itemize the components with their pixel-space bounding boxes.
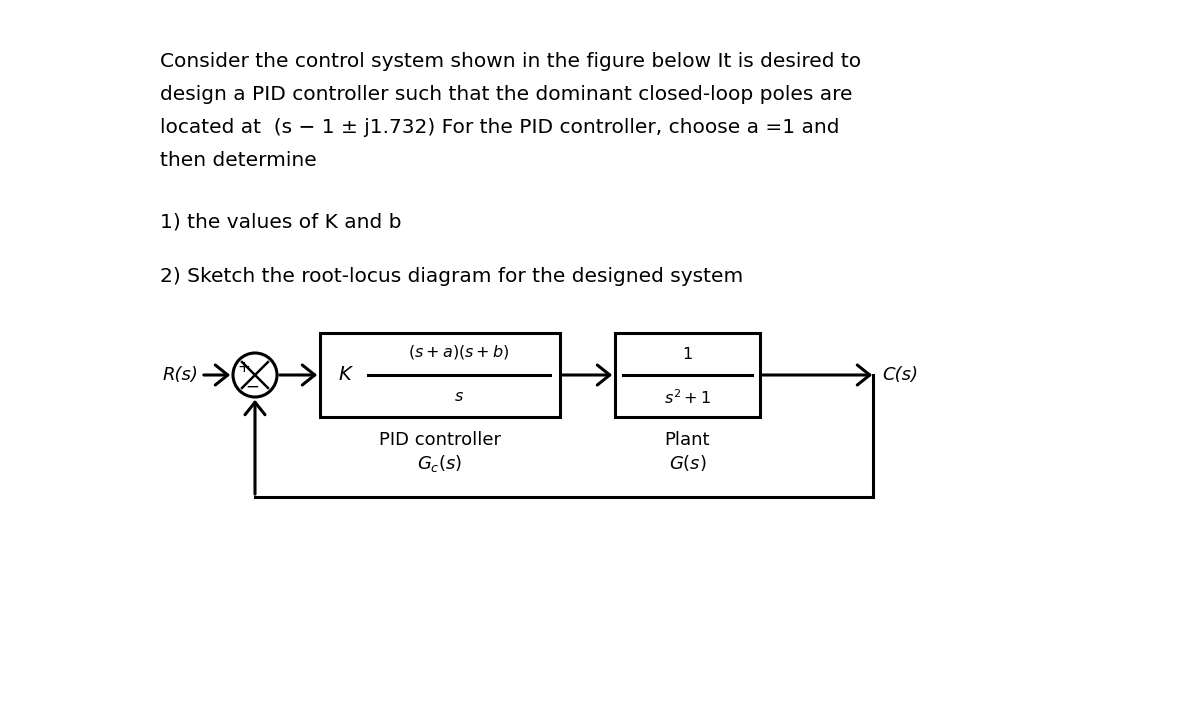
Text: located at  (s − 1 ± j1.732) For the PID controller, choose a =1 and: located at (s − 1 ± j1.732) For the PID … xyxy=(160,118,840,137)
Text: Plant: Plant xyxy=(665,431,710,449)
Text: $K$: $K$ xyxy=(338,366,354,385)
Bar xyxy=(616,333,760,417)
Text: then determine: then determine xyxy=(160,151,317,170)
Text: R(s): R(s) xyxy=(163,366,199,384)
Text: $(s+a)(s+b)$: $(s+a)(s+b)$ xyxy=(408,343,510,361)
Bar xyxy=(320,333,560,417)
Text: $G_c(s)$: $G_c(s)$ xyxy=(418,453,463,474)
Text: 1) the values of K and b: 1) the values of K and b xyxy=(160,212,402,231)
Text: design a PID controller such that the dominant closed-loop poles are: design a PID controller such that the do… xyxy=(160,85,852,104)
Text: Consider the control system shown in the figure below It is desired to: Consider the control system shown in the… xyxy=(160,52,862,71)
Text: $s^2+1$: $s^2+1$ xyxy=(664,388,712,407)
Text: PID controller: PID controller xyxy=(379,431,502,449)
Text: $1$: $1$ xyxy=(682,346,692,362)
Text: 2) Sketch the root-locus diagram for the designed system: 2) Sketch the root-locus diagram for the… xyxy=(160,267,743,286)
Text: −: − xyxy=(245,378,259,396)
Text: +: + xyxy=(238,361,251,375)
Text: $G(s)$: $G(s)$ xyxy=(668,453,707,473)
Text: $s$: $s$ xyxy=(454,389,464,404)
Text: C(s): C(s) xyxy=(882,366,918,384)
